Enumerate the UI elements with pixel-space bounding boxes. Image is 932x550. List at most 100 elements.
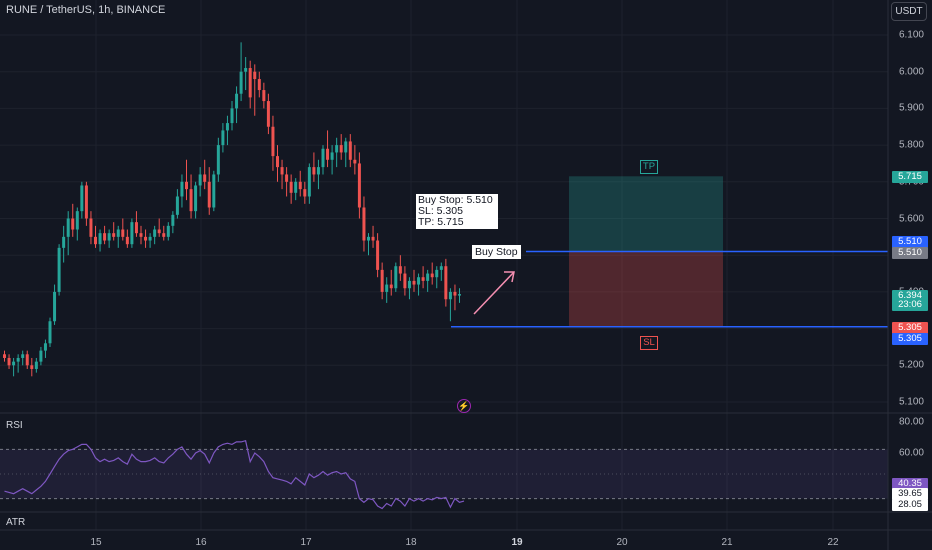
candle-up — [39, 350, 43, 362]
candle-down — [430, 273, 434, 278]
candle-up — [180, 181, 184, 197]
rsi-lower-tag: 28.05 — [892, 499, 928, 511]
candle-down — [303, 189, 307, 197]
candle-up — [53, 291, 57, 322]
candle-down — [185, 181, 188, 190]
candle-down — [348, 141, 352, 160]
candle-up — [66, 218, 70, 237]
price-axis-label: 5.200 — [898, 359, 924, 371]
trade-note[interactable]: Buy Stop: 5.510 SL: 5.305 TP: 5.715 — [416, 194, 498, 229]
time-axis-label: 22 — [827, 537, 839, 548]
candle-down — [84, 185, 88, 219]
candle-down — [398, 266, 402, 274]
note-line-sl: SL: 5.305 — [418, 205, 463, 217]
candle-down — [248, 68, 252, 98]
time-axis-label: 15 — [90, 537, 102, 548]
candle-up — [198, 174, 202, 186]
candle-down — [134, 222, 138, 234]
candle-up — [435, 269, 439, 278]
candle-up — [448, 291, 452, 300]
candle-up — [344, 141, 348, 153]
candle-down — [357, 163, 361, 208]
candle-up — [43, 343, 47, 351]
atr-label[interactable]: ATR — [6, 517, 26, 528]
time-axis-label: 18 — [405, 537, 417, 548]
rsi-upper-tag: 39.65 — [892, 488, 928, 500]
time-axis-label: 16 — [195, 537, 207, 548]
candle-up — [458, 294, 461, 296]
rsi-axis-60: 60.00 — [898, 447, 924, 459]
lightning-icon[interactable]: ⚡ — [457, 399, 471, 413]
trade-lines — [451, 250, 888, 328]
price-axis-label: 6.000 — [898, 66, 924, 78]
buy-stop-label[interactable]: Buy Stop — [472, 245, 521, 259]
candle-up — [244, 68, 248, 72]
candle-down — [453, 291, 457, 296]
candle-up — [330, 152, 334, 160]
candle-up — [153, 229, 157, 237]
candle-up — [225, 123, 229, 131]
candle-down — [71, 218, 75, 230]
buy-stop-gray-tag: 5.510 — [892, 247, 928, 259]
currency-button[interactable]: USDT — [891, 2, 927, 21]
candle-down — [444, 266, 448, 300]
sl-blue-price-tag: 5.305 — [892, 333, 928, 345]
candle-up — [417, 277, 421, 285]
candle-down — [376, 240, 380, 270]
candle-down — [298, 181, 302, 190]
tp-label[interactable]: TP — [640, 160, 658, 174]
candle-down — [207, 181, 211, 208]
candle-down — [144, 236, 148, 241]
candle-down — [189, 189, 193, 212]
candle-down — [312, 167, 316, 175]
candle-down — [285, 174, 289, 182]
candle-down — [276, 156, 279, 168]
candle-up — [394, 266, 398, 289]
candles — [3, 42, 461, 377]
stop-loss-zone — [569, 251, 723, 327]
candle-down — [7, 357, 11, 366]
candle-up — [171, 214, 175, 226]
rsi-axis-80: 80.00 — [898, 416, 924, 428]
time-axis-label: 20 — [616, 537, 628, 548]
time-axis-label: 19 — [511, 537, 523, 548]
sl-label[interactable]: SL — [640, 336, 658, 350]
candle-down — [380, 269, 384, 292]
candle-down — [121, 229, 125, 237]
candle-up — [439, 266, 443, 270]
candle-down — [266, 101, 270, 127]
candle-down — [339, 145, 343, 153]
candle-down — [3, 354, 6, 358]
candle-up — [75, 211, 79, 230]
sl-price-tag: 5.305 — [892, 322, 928, 334]
candle-up — [12, 361, 16, 366]
candle-up — [21, 354, 25, 358]
arrow-head — [504, 271, 515, 283]
candle-down — [162, 233, 166, 237]
time-axis-label: 17 — [300, 537, 312, 548]
candle-down — [412, 280, 416, 285]
candle-down — [371, 236, 375, 241]
candle-down — [403, 273, 407, 289]
candle-down — [289, 181, 293, 193]
candle-up — [230, 108, 234, 124]
candle-up — [62, 236, 66, 248]
candle-up — [34, 361, 38, 369]
candle-up — [130, 222, 134, 245]
candle-up — [321, 148, 325, 168]
buy-stop-price-tag: 5.510 — [892, 236, 928, 248]
symbol-title[interactable]: RUNE / TetherUS, 1h, BINANCE — [6, 4, 166, 16]
rsi-label[interactable]: RSI — [6, 420, 23, 431]
candle-up — [367, 236, 370, 241]
candle-up — [239, 71, 243, 94]
candle-down — [25, 354, 29, 366]
time-axis-label: 21 — [721, 537, 733, 548]
candle-up — [107, 233, 111, 241]
candle-up — [335, 145, 339, 153]
candle-up — [235, 93, 239, 109]
candle-down — [280, 167, 284, 175]
rsi-line — [4, 439, 465, 510]
